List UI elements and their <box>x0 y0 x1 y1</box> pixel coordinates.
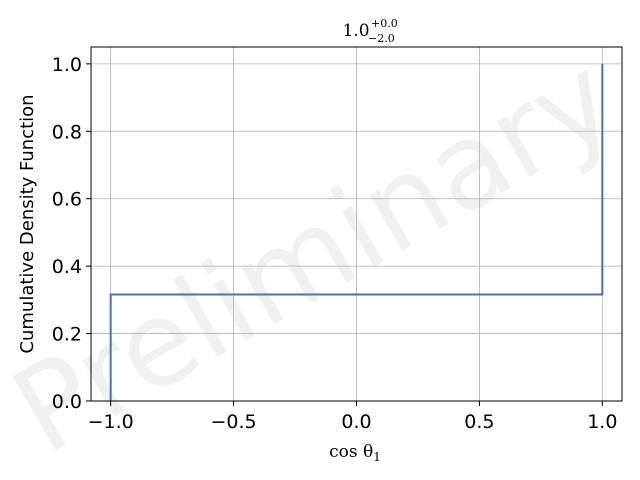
x-tick-label: 0.0 <box>341 411 371 433</box>
y-tick-label: 0.6 <box>52 189 82 211</box>
x-axis-ticks: −1.0 −0.5 0.0 0.5 1.0 <box>88 401 617 433</box>
x-tick-label: −1.0 <box>88 411 134 433</box>
title-sub: −2.0 <box>368 32 395 45</box>
x-tick-label: 0.5 <box>464 411 494 433</box>
y-tick-label: 1.0 <box>52 54 82 76</box>
cdf-step-line <box>109 63 604 401</box>
x-axis-label-main: cos θ <box>329 442 373 462</box>
y-tick-label: 0.2 <box>52 324 82 346</box>
series-layer <box>109 63 604 401</box>
x-axis-label: cos θ1 <box>329 442 381 464</box>
y-axis-label: Cumulative Density Function <box>17 94 38 353</box>
grid <box>91 47 622 402</box>
y-axis-ticks: 0.0 0.2 0.4 0.6 0.8 1.0 <box>52 54 91 413</box>
title-base: 1.0 <box>342 21 369 41</box>
chart-title: 1.0 <box>342 21 369 41</box>
title-sup: +0.0 <box>371 17 398 30</box>
y-tick-label: 0.0 <box>52 391 82 413</box>
y-tick-label: 0.8 <box>52 121 82 143</box>
x-axis-label-sub: 1 <box>373 450 381 464</box>
x-tick-label: −0.5 <box>211 411 257 433</box>
x-tick-label: 1.0 <box>587 411 617 433</box>
y-tick-label: 0.4 <box>52 256 82 278</box>
